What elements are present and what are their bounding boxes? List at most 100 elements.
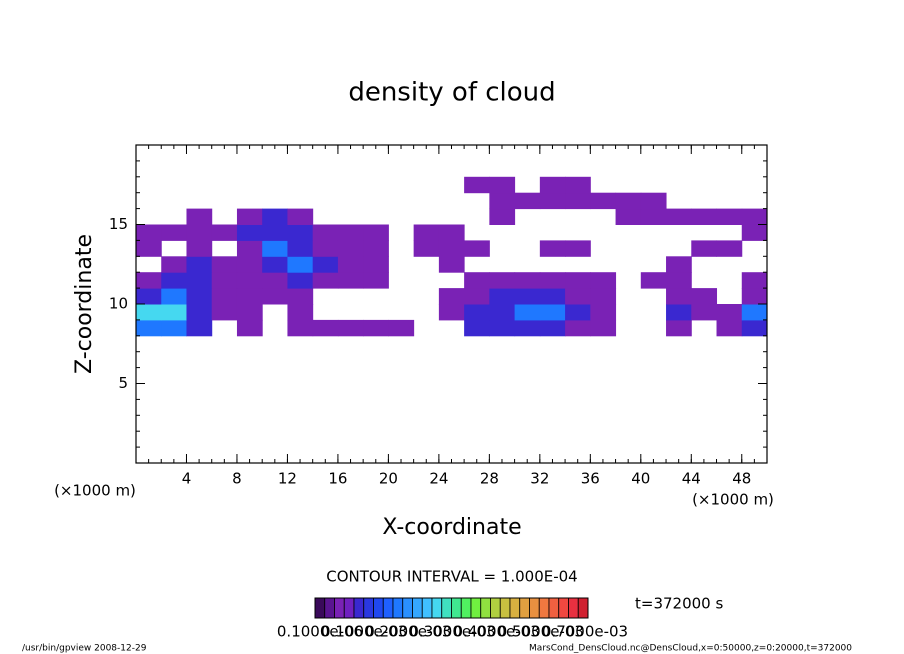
cell — [438, 240, 465, 257]
cell — [287, 319, 314, 337]
cell — [464, 240, 490, 257]
colorbar-swatch — [392, 597, 404, 619]
cell — [539, 288, 566, 305]
cell — [186, 256, 213, 273]
cell — [337, 256, 364, 273]
cell — [211, 224, 238, 241]
colorbar-swatch — [382, 597, 394, 619]
cell — [363, 319, 389, 337]
cell — [741, 304, 768, 321]
cell — [236, 224, 263, 241]
cell — [186, 288, 213, 305]
colorbar-label: 0.1000e-03 — [321, 623, 407, 641]
cell — [489, 304, 516, 321]
y-tick-label: 15 — [109, 215, 128, 233]
cell — [438, 304, 465, 321]
cell — [464, 319, 490, 337]
cell — [640, 192, 667, 210]
footer-right: MarsCond_DensCloud.nc@DensCloud,x=0:5000… — [529, 644, 852, 654]
cell — [312, 319, 339, 337]
x-unit: (×1000 m) — [692, 491, 774, 509]
cell — [287, 288, 314, 305]
colorbar-label: 0.1000e-06 — [277, 623, 363, 641]
colorbar-swatch — [470, 597, 482, 619]
cell — [136, 240, 162, 257]
cell — [716, 208, 743, 225]
cell — [464, 272, 490, 289]
cell — [262, 240, 288, 257]
time-label: t=372000 s — [635, 595, 723, 613]
cell — [590, 319, 617, 337]
cell — [666, 304, 692, 321]
cell — [186, 272, 213, 289]
colorbar-swatch — [529, 597, 540, 619]
colorbar-label: 0.4000e-03 — [454, 623, 540, 641]
cell — [565, 288, 591, 305]
x-tick-label: 4 — [182, 470, 192, 488]
colorbar-swatch — [480, 597, 491, 619]
cell — [565, 240, 591, 257]
cell — [211, 256, 238, 273]
cell — [691, 240, 718, 257]
cell — [489, 192, 516, 210]
cell — [691, 288, 718, 305]
colorbar-label: 0.2000e-03 — [365, 623, 451, 641]
footer-left: /usr/bin/gpview 2008-12-29 — [22, 644, 147, 654]
cell — [666, 208, 692, 225]
x-tick-label: 40 — [631, 470, 650, 488]
x-tick-label: 12 — [278, 470, 297, 488]
cell — [287, 256, 314, 273]
colorbar-swatch — [324, 597, 335, 619]
cell — [262, 208, 288, 225]
cell — [287, 208, 314, 225]
cell — [337, 319, 364, 337]
cell — [741, 319, 768, 337]
cell — [565, 319, 591, 337]
cell — [262, 256, 288, 273]
cell — [539, 272, 566, 289]
cell — [236, 304, 263, 321]
cell — [489, 272, 516, 289]
cell — [186, 304, 213, 321]
colorbar-swatch — [548, 597, 560, 619]
x-tick-label: 44 — [682, 470, 701, 488]
colorbar-swatch — [490, 597, 501, 619]
x-tick-label: 16 — [328, 470, 347, 488]
x-tick-label: 20 — [379, 470, 398, 488]
cell — [590, 288, 617, 305]
cell — [539, 176, 566, 194]
cell — [666, 256, 692, 273]
cell — [287, 272, 314, 289]
cell — [691, 304, 718, 321]
cell — [464, 176, 490, 194]
cell — [211, 288, 238, 305]
cell — [363, 224, 389, 241]
cell — [136, 288, 162, 305]
x-tick-label: 24 — [429, 470, 448, 488]
cell — [640, 208, 667, 225]
cell — [337, 240, 364, 257]
colorbar-swatch — [402, 597, 413, 619]
cell — [438, 288, 465, 305]
cell — [489, 288, 516, 305]
cell — [363, 256, 389, 273]
cell — [590, 272, 617, 289]
cell — [236, 240, 263, 257]
cell — [691, 208, 718, 225]
cell — [716, 304, 743, 321]
colorbar-swatch — [353, 597, 365, 619]
x-tick-label: 36 — [581, 470, 600, 488]
cell — [565, 192, 591, 210]
cell — [337, 224, 364, 241]
cell — [262, 272, 288, 289]
x-tick-label: 32 — [530, 470, 549, 488]
cell — [211, 304, 238, 321]
cell — [438, 224, 465, 241]
colorbar-swatch — [441, 597, 452, 619]
x-tick-label: 8 — [232, 470, 242, 488]
cell — [741, 208, 768, 225]
cell — [388, 319, 415, 337]
cell — [539, 240, 566, 257]
colorbar-swatch — [577, 597, 589, 619]
colorbar-swatch — [519, 597, 530, 619]
